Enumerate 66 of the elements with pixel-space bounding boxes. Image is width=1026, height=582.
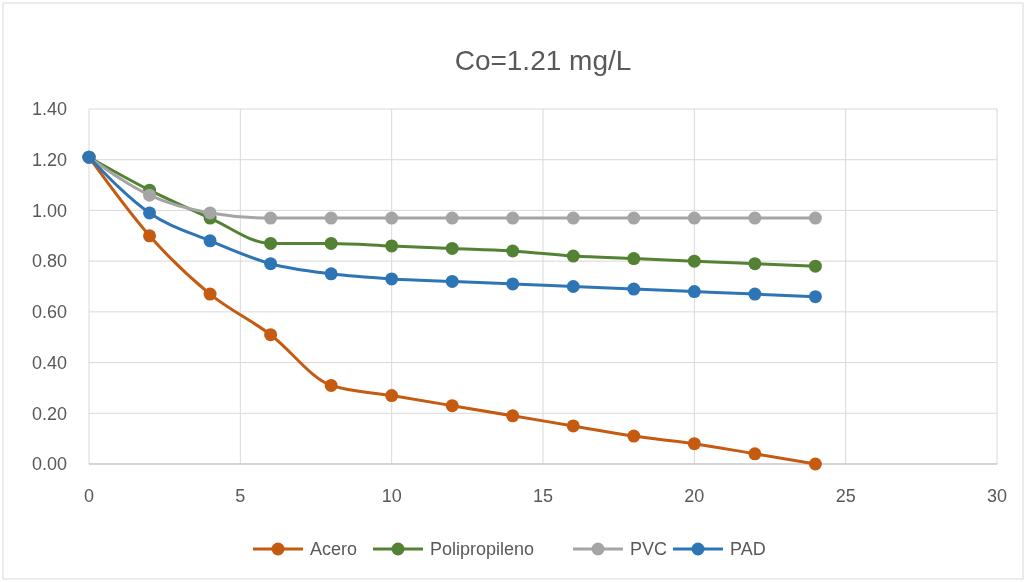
point [264, 236, 278, 250]
point [203, 287, 217, 301]
point [808, 259, 822, 273]
point [566, 249, 580, 263]
point [627, 211, 641, 225]
point [748, 447, 762, 461]
point [385, 239, 399, 253]
point [143, 229, 157, 243]
x-tick-label: 25 [835, 486, 856, 506]
point [808, 457, 822, 471]
point [748, 211, 762, 225]
legend-label: Acero [310, 539, 358, 560]
x-tick-label: 15 [532, 486, 554, 506]
point [566, 419, 580, 433]
point [627, 429, 641, 443]
point [748, 257, 762, 271]
point [385, 211, 399, 225]
point [203, 234, 217, 248]
x-tick-label: 10 [381, 486, 402, 506]
point [324, 267, 338, 281]
chart-title: Co=1.21 mg/L [454, 45, 632, 76]
x-tick-label: 30 [986, 486, 1008, 506]
point [324, 211, 338, 225]
point [264, 328, 278, 342]
point [687, 211, 701, 225]
point [748, 287, 762, 301]
point [445, 241, 459, 255]
y-tick-label: 0.20 [31, 403, 67, 424]
legend-label: Polipropileno [430, 539, 535, 560]
point [143, 188, 157, 202]
point [687, 254, 701, 268]
point [324, 236, 338, 250]
point [627, 252, 641, 266]
point [506, 211, 520, 225]
point [566, 280, 580, 293]
point [385, 272, 399, 286]
point [687, 437, 701, 451]
point [506, 244, 520, 258]
legend-label: PAD [730, 539, 766, 560]
legend-label: PVC [630, 539, 668, 560]
y-tick-label: 0.60 [31, 302, 67, 323]
point [808, 290, 822, 304]
y-tick-label: 1.00 [31, 200, 67, 221]
y-tick-label: 0.40 [31, 352, 67, 373]
y-tick-label: 0.00 [31, 454, 67, 475]
point [566, 211, 580, 225]
point [385, 389, 399, 403]
y-tick-label: 1.40 [31, 99, 67, 120]
point [264, 211, 278, 225]
point [143, 206, 157, 220]
x-tick-label: 0 [83, 486, 95, 506]
x-tick-label: 5 [235, 486, 246, 506]
point [506, 277, 520, 291]
point [687, 285, 701, 299]
point [445, 399, 459, 413]
point [808, 211, 822, 225]
point [445, 274, 459, 288]
point [627, 282, 641, 296]
point [203, 206, 217, 220]
point [506, 409, 520, 423]
point [264, 257, 278, 271]
y-tick-label: 1.20 [31, 150, 67, 171]
point [324, 378, 338, 392]
y-tick-label: 0.80 [31, 251, 67, 272]
x-tick-label: 20 [684, 486, 705, 506]
point [445, 211, 459, 225]
